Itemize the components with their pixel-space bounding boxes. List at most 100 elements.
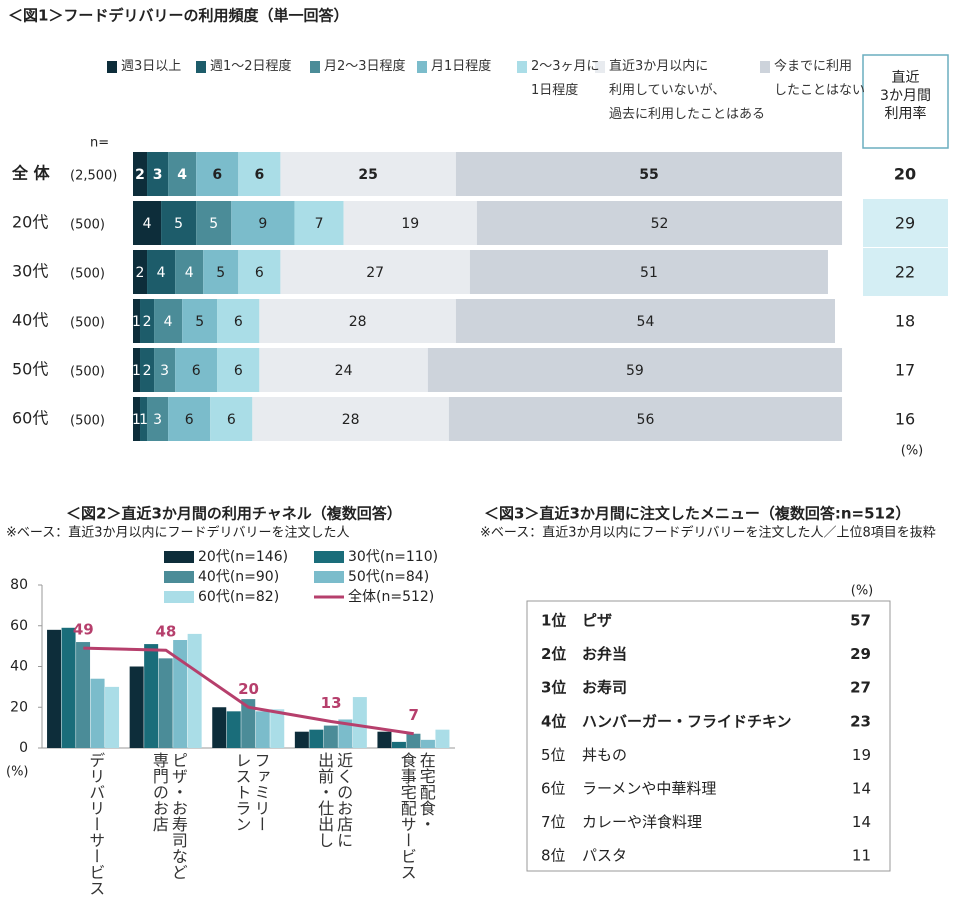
bar-value-label: 4 <box>185 265 194 281</box>
bar <box>323 725 338 748</box>
bar-segment <box>476 201 843 245</box>
x-tick-label: 在宅配食・ 食事宅配サービス <box>397 752 436 880</box>
y-tick-label: 60 <box>10 618 28 634</box>
rate-value: 16 <box>895 410 915 429</box>
legend-label: 50代(n=84) <box>348 569 429 585</box>
menu-item: ハンバーガー・フライドチキン <box>582 712 792 730</box>
bar-value-label: 6 <box>192 363 201 379</box>
bar <box>144 644 159 748</box>
bar <box>129 666 144 748</box>
bar-segment <box>140 397 148 441</box>
fig1-unit: (%) <box>901 444 924 459</box>
fig1-title: ＜図1＞フードデリバリーの利用頻度（単一回答） <box>8 7 348 25</box>
bar <box>226 711 241 748</box>
bar-segment <box>147 250 176 294</box>
category-label: 20代 <box>12 213 48 232</box>
bar-value-label: 2 <box>143 363 152 379</box>
bar <box>212 707 227 748</box>
bar <box>76 642 91 748</box>
menu-value: 14 <box>852 780 871 798</box>
rank: 5位 <box>541 746 566 764</box>
bar-segment <box>469 250 828 294</box>
bar-segment <box>140 348 155 392</box>
x-tick-label: ファミリー レストラン <box>232 752 271 832</box>
rank: 6位 <box>541 780 566 798</box>
bar <box>158 658 173 748</box>
bar-value-label: 9 <box>258 216 267 232</box>
bar-value-label: 6 <box>254 167 264 183</box>
bar-value-label: 1 <box>132 363 141 379</box>
bar-value-label: 4 <box>143 216 152 232</box>
legend-label: 週1～2日程度 <box>210 59 292 74</box>
legend-label: 60代(n=82) <box>198 589 279 605</box>
bar-value-label: 5 <box>195 314 204 330</box>
bar-value-label: 28 <box>342 412 360 428</box>
fig2-title: ＜図2＞直近3か月間の利用チャネル（複数回答） <box>66 505 402 523</box>
bar-segment <box>196 152 239 196</box>
menu-value: 11 <box>852 847 871 865</box>
legend-swatch <box>314 551 344 563</box>
bar-segment <box>252 397 449 441</box>
bar-value-label: 2 <box>136 265 145 281</box>
bar <box>352 697 367 748</box>
bar-value-label: 7 <box>315 216 324 232</box>
bar-segment <box>280 250 470 294</box>
bar-value-label: 54 <box>637 314 655 330</box>
bar-segment <box>455 152 843 196</box>
menu-item: カレーや洋食料理 <box>582 813 702 831</box>
legend-label: 月2～3日程度 <box>324 59 406 74</box>
bar-segment <box>448 397 843 441</box>
bar-value-label: 1 <box>132 412 141 428</box>
legend-swatch <box>196 61 206 73</box>
bar-value-label: 5 <box>209 216 218 232</box>
rank: 8位 <box>541 847 566 865</box>
bar <box>173 640 188 748</box>
legend-swatch <box>760 61 770 73</box>
line-value-label: 48 <box>155 623 176 641</box>
bar-segment <box>140 299 155 343</box>
bar-segment <box>259 348 428 392</box>
rank: 2位 <box>541 645 566 663</box>
bar <box>420 739 435 748</box>
menu-value: 14 <box>852 813 871 831</box>
line-value-label: 49 <box>73 621 94 639</box>
rank: 3位 <box>541 679 566 697</box>
legend-swatch <box>595 61 605 73</box>
bar-value-label: 3 <box>160 363 169 379</box>
bar-value-label: 4 <box>177 167 187 183</box>
sample-size: (500) <box>70 414 105 429</box>
category-label: 40代 <box>12 311 48 330</box>
bar-segment <box>210 397 253 441</box>
bar-value-label: 6 <box>185 412 194 428</box>
bar-segment <box>154 348 176 392</box>
bar <box>377 731 392 748</box>
rate-value: 29 <box>895 214 915 233</box>
sample-size: (2,500) <box>70 169 117 184</box>
bar-value-label: 2 <box>135 167 145 183</box>
bar-value-label: 6 <box>255 265 264 281</box>
bar-segment <box>455 299 835 343</box>
x-tick-label: デリバリーサービス <box>86 752 106 896</box>
legend-label: 月1日程度 <box>431 59 492 74</box>
rank: 1位 <box>541 612 566 630</box>
bar-segment <box>175 348 218 392</box>
legend-label: 20代(n=146) <box>198 549 288 565</box>
legend-swatch <box>107 61 117 73</box>
bar <box>90 678 105 748</box>
legend-swatch <box>310 61 320 73</box>
rate-value: 20 <box>894 165 916 184</box>
bar-segment <box>427 348 843 392</box>
bar-value-label: 1 <box>132 314 141 330</box>
legend-swatch <box>417 61 427 73</box>
menu-item: パスタ <box>582 847 627 865</box>
bar-value-label: 28 <box>349 314 367 330</box>
bar-segment <box>175 250 204 294</box>
bar <box>294 731 309 748</box>
bar-segment <box>182 299 218 343</box>
bar-segment <box>217 299 260 343</box>
menu-item: 丼もの <box>582 746 627 764</box>
legend-label: 直近3か月以内に 利用していないが、 過去に利用したことはある <box>609 59 766 122</box>
bar <box>309 729 324 748</box>
bar-segment <box>168 397 211 441</box>
